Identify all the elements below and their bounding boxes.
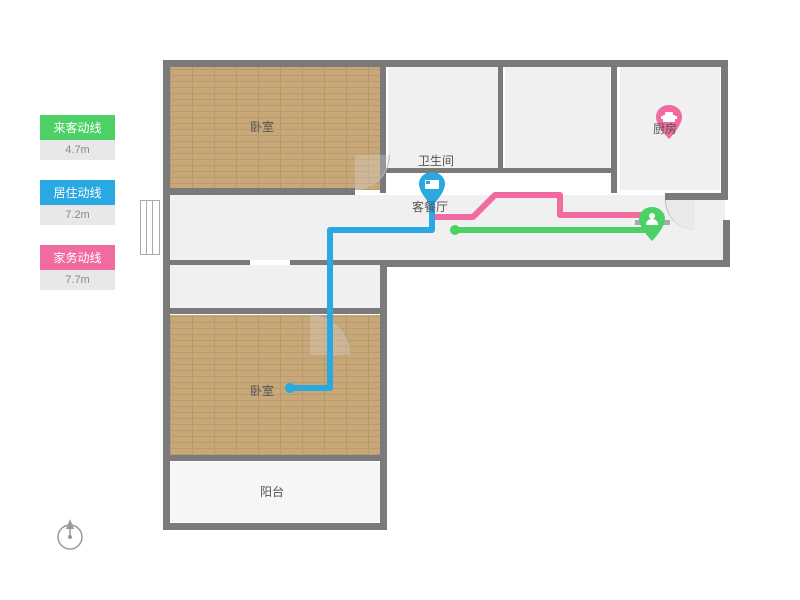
legend-living: 居住动线 7.2m [40, 180, 115, 225]
legend-chores-label: 家务动线 [40, 245, 115, 270]
legend-living-value: 7.2m [40, 205, 115, 225]
window-left-inner2 [152, 200, 153, 255]
floorplan: 卧室 卫生间 厨房 客餐厅 卧室 阳台 [160, 60, 730, 550]
balcony-label: 阳台 [260, 483, 284, 500]
bedroom-top-label: 卧室 [250, 118, 274, 135]
living-dot [285, 383, 295, 393]
legend-guest: 来客动线 4.7m [40, 115, 115, 160]
legend-living-label: 居住动线 [40, 180, 115, 205]
living-path [290, 188, 432, 388]
legend-guest-value: 4.7m [40, 140, 115, 160]
bedroom-bottom-label: 卧室 [250, 382, 274, 399]
legend-chores-value: 7.7m [40, 270, 115, 290]
compass-icon [50, 515, 90, 555]
window-left-inner [146, 200, 147, 255]
living-dining-label: 客餐厅 [412, 198, 448, 215]
legend-guest-label: 来客动线 [40, 115, 115, 140]
flow-paths [160, 60, 730, 550]
legend-chores: 家务动线 7.7m [40, 245, 115, 290]
legend-panel: 来客动线 4.7m 居住动线 7.2m 家务动线 7.7m [40, 115, 115, 310]
guest-dot [450, 225, 460, 235]
person-marker-icon [638, 207, 666, 241]
kitchen-label: 厨房 [653, 120, 677, 137]
bathroom-label: 卫生间 [418, 152, 454, 169]
chores-path [435, 195, 650, 225]
window-left [140, 200, 160, 255]
